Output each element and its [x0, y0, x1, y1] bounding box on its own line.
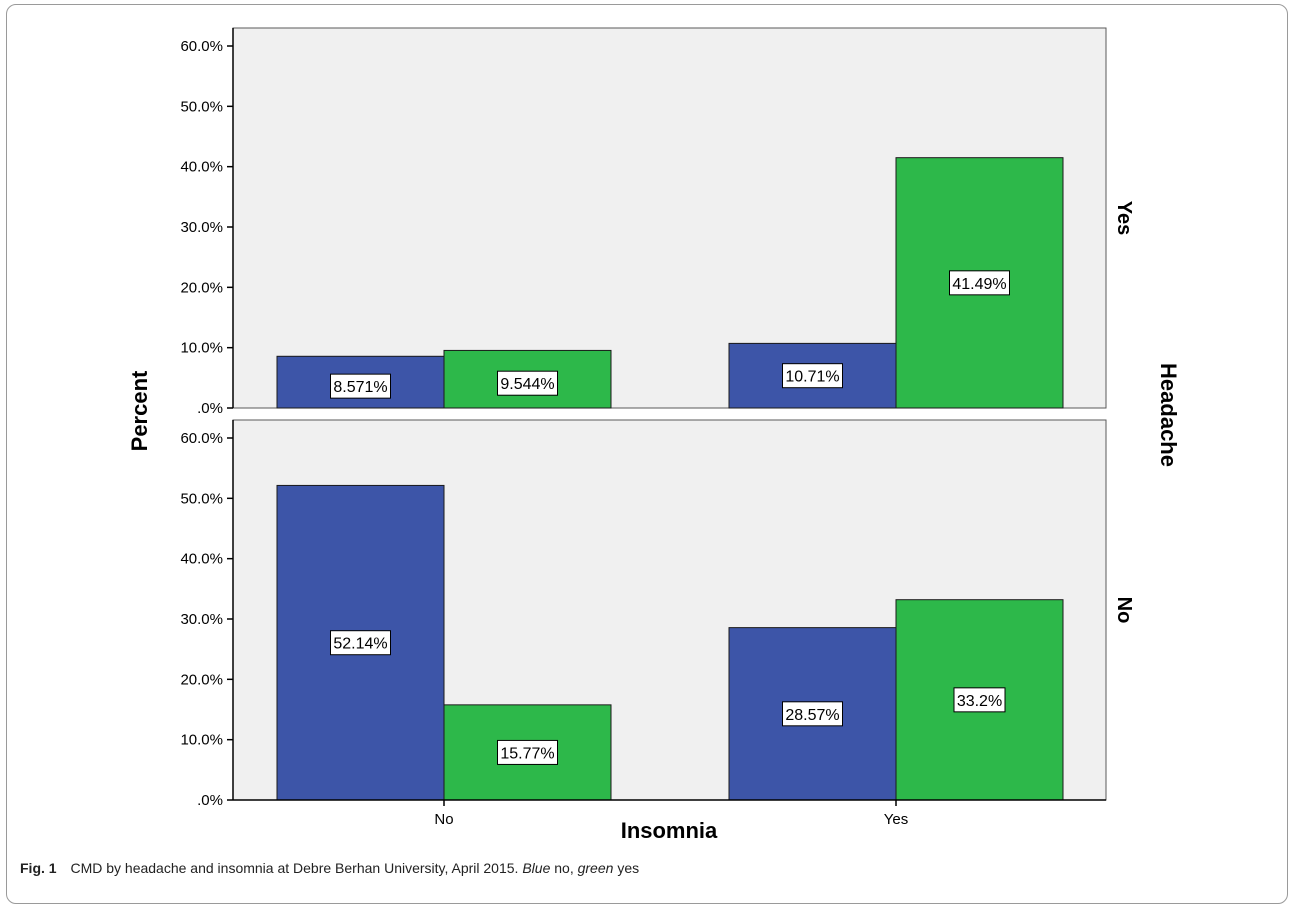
panel-facet-label: No [1113, 597, 1135, 624]
y-tick-label: 20.0% [180, 279, 223, 296]
data-label-box [330, 630, 391, 656]
data-label: 52.14% [333, 636, 387, 653]
data-label: 10.71% [785, 369, 839, 386]
bar [895, 157, 1064, 409]
caption-blue-word: Blue [522, 860, 551, 876]
data-label: 33.2% [957, 693, 1002, 710]
y-tick-label: 20.0% [180, 671, 223, 688]
caption-text: CMD by headache and insomnia at Debre Be… [70, 860, 519, 876]
y-tick-label: .0% [197, 792, 223, 809]
panel-facet-label: Yes [1113, 201, 1135, 235]
y-tick-label: 10.0% [180, 732, 223, 749]
data-label-box [497, 739, 558, 765]
caption-fig-label: Fig. 1 [20, 860, 57, 876]
y-tick-label: 60.0% [180, 430, 223, 447]
data-label: 8.571% [333, 379, 387, 396]
data-label-box [497, 370, 558, 396]
data-label: 9.544% [500, 376, 554, 393]
data-label: 15.77% [500, 745, 554, 762]
x-tick-label: Yes [884, 811, 908, 828]
y-tick-label: .0% [197, 400, 223, 417]
y-tick-label: 30.0% [180, 611, 223, 628]
data-label-box [953, 687, 1006, 713]
data-label-box [782, 363, 843, 389]
data-label: 41.49% [952, 276, 1006, 293]
faceted-bar-chart: .0% 10.0% 20.0% 30.0% 40.0% 50.0% 60.0% 8.571% 1… [127, 27, 1181, 843]
figure-caption: Fig. 1 CMD by headache and insomnia at D… [20, 860, 1270, 876]
y-tick-label: 30.0% [180, 219, 223, 236]
data-label-box [782, 701, 843, 727]
x-tick-label: No [434, 811, 453, 828]
data-label-box [330, 373, 391, 399]
caption-green-word: green [577, 860, 614, 876]
data-label-box [949, 270, 1010, 296]
y-tick-label: 10.0% [180, 340, 223, 357]
y-axis-title: Percent [127, 370, 152, 451]
y-tick-label: 40.0% [180, 159, 223, 176]
y-tick-label: 60.0% [180, 38, 223, 55]
data-label: 28.57% [785, 707, 839, 724]
y-tick-label: 50.0% [180, 98, 223, 115]
caption-green-text: yes [617, 860, 640, 876]
y-tick-label: 40.0% [180, 551, 223, 568]
x-axis-title: Insomnia [621, 818, 718, 843]
caption-blue-text: no, [554, 860, 574, 876]
row-facet-title: Headache [1156, 363, 1181, 467]
y-tick-label: 50.0% [180, 490, 223, 507]
